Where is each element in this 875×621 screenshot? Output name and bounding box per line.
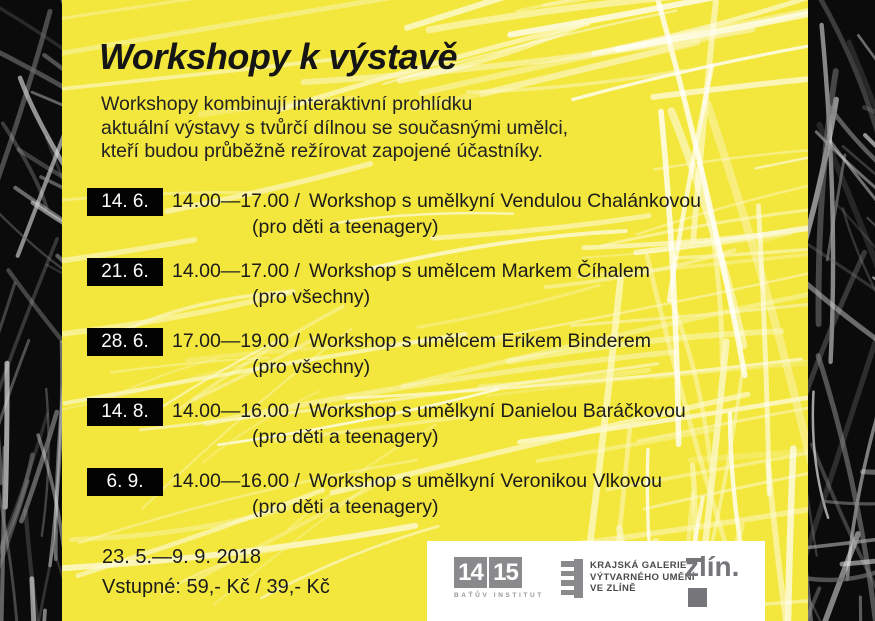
gallery-name-line: KRAJSKÁ GALERIE [590, 560, 687, 571]
workshop-audience: (pro všechny) [252, 286, 371, 308]
date-badge: 14. 8. [87, 398, 163, 426]
batuv-institut-logo: 14 15 BAŤŮV INSTITUT [454, 557, 544, 599]
batuv-box-14: 14 [454, 557, 487, 588]
date-badge: 28. 6. [87, 328, 163, 356]
zlin-logo-bar [686, 558, 703, 562]
footer-info: 23. 5.—9. 9. 2018 Vstupné: 59,- Kč / 39,… [102, 542, 330, 602]
workshop-title: Workshop s umělkyní Danielou Baráčkovou [308, 400, 686, 422]
workshop-audience: (pro všechny) [252, 356, 371, 378]
workshop-audience: (pro děti a teenagery) [252, 426, 439, 448]
date-badge: 6. 9. [87, 468, 163, 496]
workshop-audience: (pro děti a teenagery) [252, 496, 439, 518]
workshop-time: 14.00—17.00 / [172, 260, 300, 282]
zlin-logo-square [688, 588, 707, 607]
yellow-scribble-texture [62, 0, 808, 621]
workshop-title: Workshop s umělkyní Vendulou Chalánkovou [308, 190, 701, 212]
gallery-building-icon [561, 559, 583, 598]
workshop-entry: 14. 8. 14.00—16.00 / Workshop s umělkyní … [87, 398, 701, 450]
workshop-audience: (pro děti a teenagery) [252, 216, 439, 238]
page-title: Workshopy k výstavě [99, 36, 458, 77]
batuv-box-15: 15 [489, 557, 522, 588]
admission-price: Vstupné: 59,- Kč / 39,- Kč [102, 576, 330, 598]
workshop-entry: 6. 9. 14.00—16.00 / Workshop s umělkyní V… [87, 468, 701, 520]
date-badge: 21. 6. [87, 258, 163, 286]
workshop-time: 14.00—17.00 / [172, 190, 300, 212]
workshop-entry: 21. 6. 14.00—17.00 / Workshop s umělcem M… [87, 258, 701, 310]
gallery-name-line: VÝTVARNÉHO UMĚNÍ [590, 571, 695, 583]
workshop-line: 14.00—16.00 / Workshop s umělkyní Veronik… [172, 468, 662, 494]
intro-text: Workshopy kombinují interaktivní prohlíd… [101, 93, 568, 164]
intro-line: aktuální výstavy s tvůrčí dílnou se souč… [101, 116, 569, 139]
left-scribble-border [0, 0, 62, 621]
yellow-panel [62, 0, 808, 621]
workshop-title: Workshop s umělkyní Veronikou Vlkovou [308, 470, 662, 492]
workshop-entry: 28. 6. 17.00—19.00 / Workshop s umělcem E… [87, 328, 701, 380]
logo-strip: 14 15 BAŤŮV INSTITUT KRAJSKÁ GALERIE VÝT… [427, 541, 765, 621]
batuv-caption: BAŤŮV INSTITUT [454, 592, 544, 599]
date-badge: 14. 6. [87, 188, 163, 216]
workshop-line: 14.00—17.00 / Workshop s umělcem Markem Č… [172, 258, 650, 284]
workshop-line: 17.00—19.00 / Workshop s umělcem Erikem B… [172, 328, 651, 354]
right-scribble-border [808, 0, 875, 621]
gallery-name-line: VE ZLÍNĚ [590, 583, 636, 594]
intro-line: kteří budou průběžně režírovat zapojené … [101, 140, 543, 162]
workshop-line: 14.00—16.00 / Workshop s umělkyní Danielo… [172, 398, 686, 424]
workshop-time: 14.00—16.00 / [172, 400, 300, 422]
intro-line: Workshopy kombinují interaktivní prohlíd… [101, 93, 473, 115]
workshop-title: Workshop s umělcem Erikem Binderem [308, 330, 652, 352]
workshop-list: 14. 6. 14.00—17.00 / Workshop s umělkyní … [87, 188, 701, 538]
workshop-time: 14.00—16.00 / [172, 470, 300, 492]
workshop-title: Workshop s umělcem Markem Číhalem [308, 260, 650, 282]
workshop-time: 17.00—19.00 / [172, 330, 300, 352]
zlin-logo-text: zlín. [685, 551, 740, 582]
exhibition-date-range: 23. 5.—9. 9. 2018 [102, 546, 262, 568]
workshop-line: 14.00—17.00 / Workshop s umělkyní Vendulo… [172, 188, 701, 214]
workshop-entry: 14. 6. 14.00—17.00 / Workshop s umělkyní … [87, 188, 701, 240]
krajska-galerie-logo: KRAJSKÁ GALERIE VÝTVARNÉHO UMĚNÍ VE ZLÍN… [561, 559, 695, 598]
zlin-city-logo: zlín. [685, 551, 749, 611]
